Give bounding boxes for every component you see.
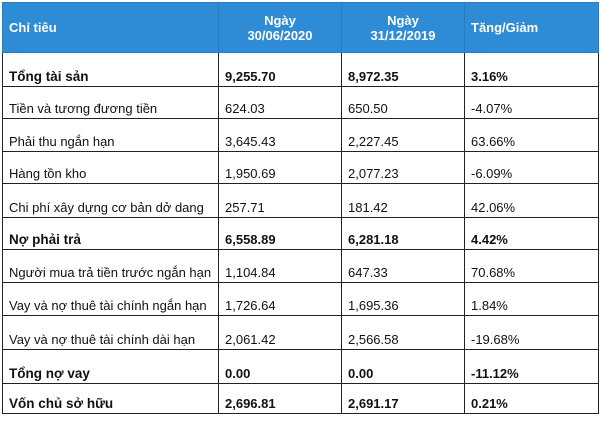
row-label: Người mua trả tiền trước ngắn hạn [2, 249, 219, 283]
row-value-2020: 3,645.43 [218, 118, 342, 152]
row-value-2020: 1,726.64 [218, 282, 342, 316]
row-label: Vốn chủ sở hữu [2, 383, 219, 414]
row-label: Vay và nợ thuê tài chính ngắn hạn [2, 282, 219, 316]
header-indicator: Chỉ tiêu [2, 2, 219, 53]
header-date-2020-value: 30/06/2020 [247, 27, 313, 43]
row-change: -19.68% [464, 315, 599, 350]
row-change: -11.12% [464, 349, 599, 384]
row-value-2019: 0.00 [341, 349, 465, 384]
row-label: Tổng tài sản [2, 52, 219, 87]
row-label: Phải thu ngắn hạn [2, 118, 219, 152]
row-label: Vay và nợ thuê tài chính dài hạn [2, 315, 219, 350]
row-value-2019: 2,227.45 [341, 118, 465, 152]
header-date-2020: Ngày 30/06/2020 [218, 2, 342, 53]
table-row: Tổng tài sản 9,255.70 8,972.35 3.16% [2, 52, 599, 87]
row-value-2019: 2,566.58 [341, 315, 465, 350]
table-row: Tiền và tương đương tiền 624.03 650.50 -… [2, 86, 599, 119]
row-label: Tiền và tương đương tiền [2, 86, 219, 119]
row-value-2020: 9,255.70 [218, 52, 342, 87]
table-row: Phải thu ngắn hạn 3,645.43 2,227.45 63.6… [2, 118, 599, 152]
row-change: 4.42% [464, 217, 599, 250]
header-change: Tăng/Giảm [464, 2, 599, 53]
row-change: 63.66% [464, 118, 599, 152]
row-change: 42.06% [464, 183, 599, 218]
table-row: Vay và nợ thuê tài chính dài hạn 2,061.4… [2, 315, 599, 350]
row-value-2019: 8,972.35 [341, 52, 465, 87]
row-value-2019: 181.42 [341, 183, 465, 218]
row-label: Tổng nợ vay [2, 349, 219, 384]
header-date-2019-label: Ngày [387, 12, 419, 28]
header-date-2019: Ngày 31/12/2019 [341, 2, 465, 53]
row-change: -6.09% [464, 151, 599, 184]
row-change: 1.84% [464, 282, 599, 316]
row-value-2020: 0.00 [218, 349, 342, 384]
table-row: Vốn chủ sở hữu 2,696.81 2,691.17 0.21% [2, 383, 599, 414]
financial-summary-table: Chỉ tiêu Ngày 30/06/2020 Ngày 31/12/2019… [2, 2, 599, 414]
row-change: -4.07% [464, 86, 599, 119]
row-value-2020: 1,104.84 [218, 249, 342, 283]
row-value-2019: 2,691.17 [341, 383, 465, 414]
row-value-2019: 6,281.18 [341, 217, 465, 250]
row-value-2020: 624.03 [218, 86, 342, 119]
table-header-row: Chỉ tiêu Ngày 30/06/2020 Ngày 31/12/2019… [2, 2, 599, 53]
row-value-2020: 2,696.81 [218, 383, 342, 414]
row-value-2020: 1,950.69 [218, 151, 342, 184]
header-date-2020-label: Ngày [264, 12, 296, 28]
row-value-2019: 2,077.23 [341, 151, 465, 184]
table-row: Hàng tồn kho 1,950.69 2,077.23 -6.09% [2, 151, 599, 184]
row-value-2020: 6,558.89 [218, 217, 342, 250]
row-change: 70.68% [464, 249, 599, 283]
row-change: 3.16% [464, 52, 599, 87]
table-row: Vay và nợ thuê tài chính ngắn hạn 1,726.… [2, 282, 599, 316]
row-value-2020: 2,061.42 [218, 315, 342, 350]
row-label: Chi phí xây dựng cơ bản dở dang [2, 183, 219, 218]
header-date-2019-value: 31/12/2019 [370, 27, 436, 43]
table-row: Nợ phải trả 6,558.89 6,281.18 4.42% [2, 217, 599, 250]
row-value-2019: 647.33 [341, 249, 465, 283]
row-label: Nợ phải trả [2, 217, 219, 250]
table-row: Chi phí xây dựng cơ bản dở dang 257.71 1… [2, 183, 599, 218]
row-value-2019: 650.50 [341, 86, 465, 119]
row-change: 0.21% [464, 383, 599, 414]
row-value-2019: 1,695.36 [341, 282, 465, 316]
table-row: Tổng nợ vay 0.00 0.00 -11.12% [2, 349, 599, 384]
row-label: Hàng tồn kho [2, 151, 219, 184]
row-value-2020: 257.71 [218, 183, 342, 218]
table-row: Người mua trả tiền trước ngắn hạn 1,104.… [2, 249, 599, 283]
